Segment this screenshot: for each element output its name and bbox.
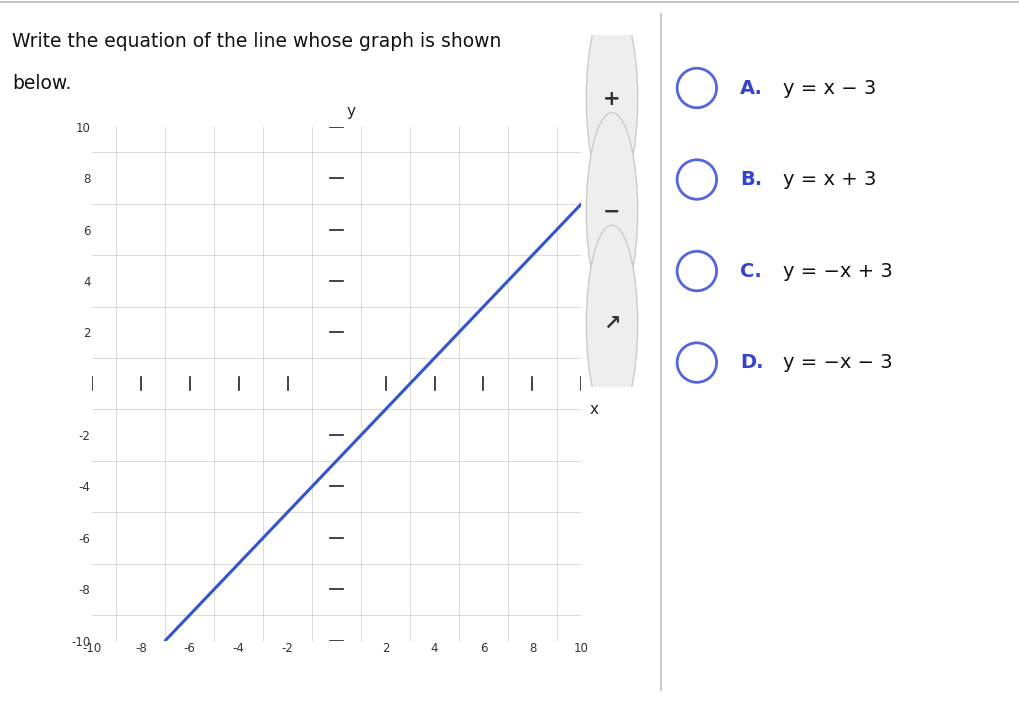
Text: x: x — [589, 402, 597, 417]
Text: D.: D. — [739, 353, 762, 372]
Circle shape — [586, 225, 637, 422]
Circle shape — [586, 0, 637, 197]
Circle shape — [586, 113, 637, 310]
Text: y = −x − 3: y = −x − 3 — [783, 353, 892, 372]
Text: ↗: ↗ — [602, 314, 621, 334]
Text: C.: C. — [739, 262, 761, 280]
Text: below.: below. — [12, 74, 71, 93]
Text: y: y — [346, 103, 355, 119]
Text: B.: B. — [739, 170, 761, 189]
Text: +: + — [602, 89, 621, 108]
Text: y = x + 3: y = x + 3 — [783, 170, 875, 189]
Text: −: − — [602, 201, 621, 221]
Text: Write the equation of the line whose graph is shown: Write the equation of the line whose gra… — [12, 32, 501, 51]
Text: y = x − 3: y = x − 3 — [783, 79, 875, 97]
Text: y = −x + 3: y = −x + 3 — [783, 262, 892, 280]
Text: A.: A. — [739, 79, 762, 97]
